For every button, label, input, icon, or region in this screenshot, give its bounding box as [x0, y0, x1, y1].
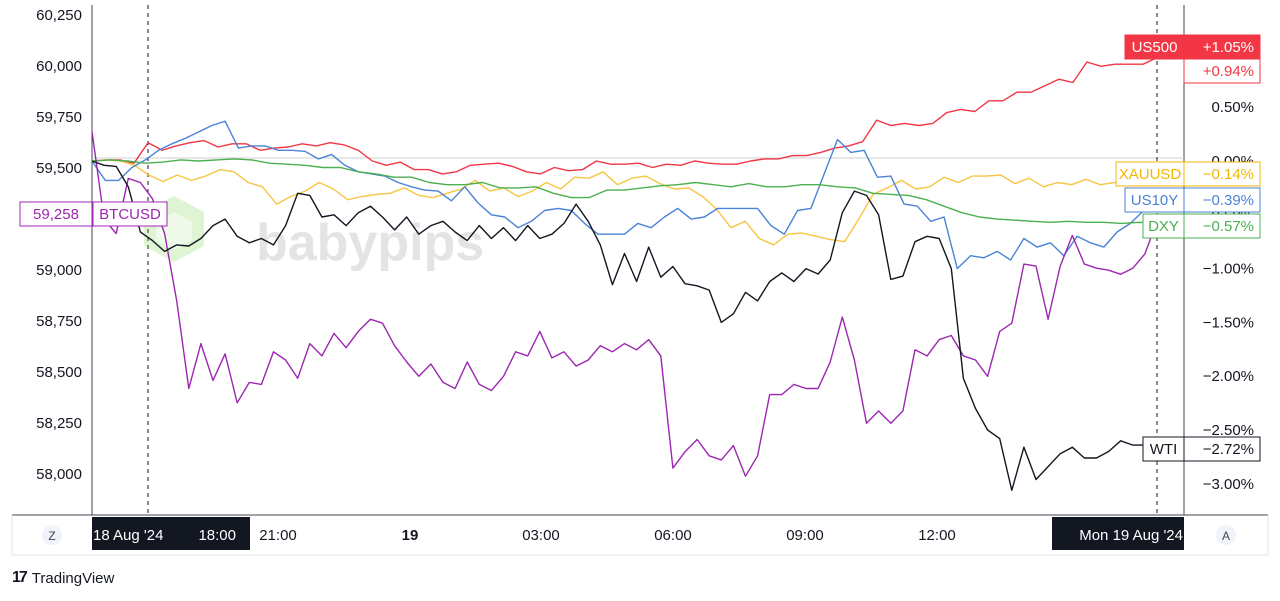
tradingview-logo-icon: 17 — [12, 569, 28, 586]
badge-name-label: WTI — [1150, 441, 1178, 458]
left-tick-label: 59,750 — [36, 109, 82, 126]
badge-name-label: XAUUSD — [1119, 166, 1182, 183]
tradingview-brand[interactable]: 17 TradingView — [12, 568, 114, 588]
left-tick-label: 60,250 — [36, 7, 82, 24]
badge-name-box — [1142, 213, 1185, 239]
left-tick-label: 58,750 — [36, 313, 82, 330]
badge-btc-value-box — [19, 201, 93, 227]
badge-value-box — [1183, 436, 1261, 462]
badge-value-box — [1183, 213, 1261, 239]
crosshair-time-label: 18:00 — [198, 527, 236, 544]
series-line-us500 — [91, 57, 1158, 175]
auto-scale-left-bg — [42, 525, 62, 545]
auto-scale-right-bg — [1216, 525, 1236, 545]
badge-xauusd: XAUUSD −0.14% — [1115, 161, 1261, 187]
time-tick-label: 21:00 — [259, 527, 297, 544]
time-tick-label: 06:00 — [654, 527, 692, 544]
time-tick-label: 09:00 — [786, 527, 824, 544]
badge-value-label: +1.05% — [1203, 39, 1254, 56]
badge-value-label: −2.72% — [1203, 441, 1254, 458]
series-line-xauusd — [91, 159, 1158, 246]
badge-secondary-box — [1183, 58, 1261, 84]
auto-scale-right-button[interactable]: A — [1216, 525, 1236, 545]
left-axis: 60,25060,00059,75059,50059,25059,00058,7… — [36, 7, 82, 483]
badge-value-label: −0.14% — [1203, 166, 1254, 183]
left-tick-label: 58,000 — [36, 466, 82, 483]
crosshair-date-label: 18 Aug '24 — [93, 527, 163, 544]
badge-value-label: −0.57% — [1203, 218, 1254, 235]
badge-value-box — [1183, 34, 1261, 60]
right-tick-label: −3.00% — [1203, 476, 1254, 493]
end-time-bg — [1052, 517, 1184, 550]
badge-btcusd: 59,258 BTCUSD — [19, 201, 168, 227]
badge-name-label: DXY — [1148, 218, 1179, 235]
right-tick-label: −2.00% — [1203, 368, 1254, 385]
left-tick-label: 58,500 — [36, 364, 82, 381]
series-layer — [91, 57, 1158, 491]
badge-dxy: DXY −0.57% — [1142, 213, 1261, 239]
time-tick-label: 19 — [402, 527, 419, 544]
series-line-dxy — [91, 158, 1158, 225]
right-tick-label: 0.50% — [1211, 99, 1254, 116]
auto-scale-right-label: A — [1222, 529, 1230, 543]
badge-secondary-label: +0.94% — [1203, 63, 1254, 80]
badge-btc-value-label: 59,258 — [33, 206, 79, 223]
right-tick-label: −1.50% — [1203, 314, 1254, 331]
badge-btc-name-label: BTCUSD — [99, 206, 161, 223]
badge-value-box — [1183, 187, 1261, 213]
left-tick-label: 58,250 — [36, 415, 82, 432]
tradingview-label: TradingView — [31, 569, 115, 587]
auto-scale-left-button[interactable]: Z — [42, 525, 62, 545]
badge-us10y: US10Y −0.39% — [1124, 187, 1261, 213]
badge-us500: US500 +1.05% +0.94% — [1124, 34, 1261, 84]
badge-name-label: US500 — [1132, 39, 1178, 56]
badge-btc-name-box — [92, 201, 168, 227]
badge-name-label: US10Y — [1131, 192, 1179, 209]
badge-name-box — [1142, 436, 1185, 462]
series-line-wti — [91, 160, 1158, 491]
time-axis: 18 Aug '24 18:00 21:00 19 03:00 06:00 09:00 12:… — [92, 517, 1184, 550]
time-tick-label: 12:00 — [918, 527, 956, 544]
badge-name-box — [1115, 161, 1185, 187]
right-tick-label: −1.00% — [1203, 261, 1254, 278]
left-tick-label: 60,000 — [36, 58, 82, 75]
left-tick-label: 59,500 — [36, 160, 82, 177]
badge-value-box — [1183, 161, 1261, 187]
left-tick-label: 59,000 — [36, 262, 82, 279]
series-line-us10y — [91, 120, 1158, 270]
end-date-label: Mon 19 Aug '24 — [1079, 527, 1183, 544]
badge-value-label: −0.39% — [1203, 192, 1254, 209]
auto-scale-left-label: Z — [48, 529, 55, 543]
series-badges: US500 +1.05% +0.94% XAUUSD −0.14% US10Y −0.39%… — [19, 34, 1261, 462]
watermark-text: babypips — [256, 214, 484, 272]
badge-wti: WTI −2.72% — [1142, 436, 1261, 462]
series-line-btcusd — [91, 131, 1158, 477]
right-tick-label: −2.50% — [1203, 422, 1254, 439]
crosshair-time-bg — [92, 517, 250, 550]
time-tick-label: 03:00 — [522, 527, 560, 544]
